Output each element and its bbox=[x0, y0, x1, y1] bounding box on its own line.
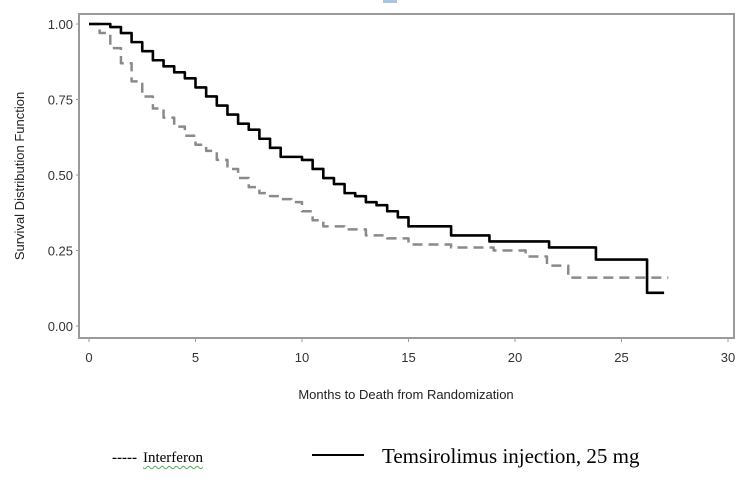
x-tick-label: 15 bbox=[401, 350, 415, 365]
x-tick-label: 25 bbox=[614, 350, 628, 365]
legend: ----- Interferon Temsirolimus injection, … bbox=[0, 444, 750, 484]
solid-line-swatch bbox=[312, 454, 364, 457]
top-edge-artifact bbox=[383, 0, 397, 3]
series-group bbox=[89, 22, 669, 295]
y-tick-label: 0.50 bbox=[48, 168, 73, 183]
x-axis-title: Months to Death from Randomization bbox=[298, 387, 513, 402]
y-tick-label: 0.00 bbox=[48, 319, 73, 334]
x-tick-label: 30 bbox=[721, 350, 735, 365]
x-tick-label: 0 bbox=[85, 350, 92, 365]
y-tick-label: 1.00 bbox=[48, 17, 73, 32]
x-axis: 0 5 10 15 20 25 30 bbox=[85, 338, 735, 365]
y-tick-label: 0.75 bbox=[48, 93, 73, 108]
series-line-interferon bbox=[89, 22, 669, 279]
legend-item-interferon: ----- Interferon bbox=[112, 450, 203, 467]
legend-label-temsirolimus: Temsirolimus injection, 25 mg bbox=[382, 444, 640, 468]
x-tick-label: 10 bbox=[295, 350, 309, 365]
y-axis-title: Survival Distribution Function bbox=[12, 92, 27, 260]
dashed-line-swatch: ----- bbox=[112, 450, 137, 466]
legend-label-interferon: Interferon bbox=[142, 450, 203, 466]
plot-frame bbox=[78, 13, 735, 339]
x-tick-label: 20 bbox=[508, 350, 522, 365]
series-line-temsirolimus bbox=[89, 22, 665, 295]
y-axis: 0.00 0.25 0.50 0.75 1.00 bbox=[48, 17, 79, 334]
x-tick-label: 5 bbox=[192, 350, 199, 365]
legend-item-temsirolimus: Temsirolimus injection, 25 mg bbox=[312, 444, 640, 469]
y-tick-label: 0.25 bbox=[48, 244, 73, 259]
